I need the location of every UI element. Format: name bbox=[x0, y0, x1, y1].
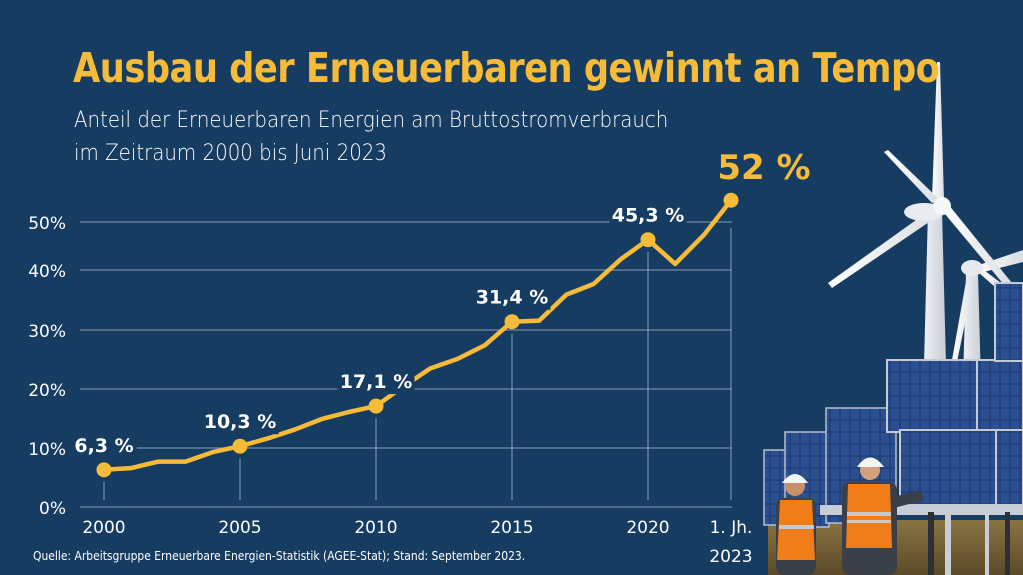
data-point-marker bbox=[96, 462, 112, 478]
y-tick-label: 20% bbox=[28, 381, 66, 401]
subtitle-line-2: im Zeitraum 2000 bis Juni 2023 bbox=[74, 140, 387, 166]
x-tick-label: 2010 bbox=[354, 518, 397, 538]
data-value-label: 10,3 % bbox=[204, 411, 277, 433]
label-bg bbox=[337, 370, 415, 395]
series-line bbox=[101, 197, 734, 473]
worker-left bbox=[776, 474, 816, 575]
x-tick-label: 2005 bbox=[218, 518, 261, 538]
data-point-marker bbox=[723, 192, 739, 208]
x-axis: 2000 2005 2010 2015 2020 1. Jh. 2023 bbox=[82, 518, 752, 567]
subtitle-line-1: Anteil der Erneuerbaren Energien am Brut… bbox=[74, 107, 669, 133]
label-bg bbox=[201, 410, 279, 435]
data-value-label: 17,1 % bbox=[340, 371, 413, 393]
source-note: Quelle: Arbeitsgruppe Erneuerbare Energi… bbox=[33, 548, 526, 563]
y-tick-label: 0% bbox=[39, 499, 66, 519]
data-point-marker bbox=[504, 314, 520, 330]
x-guides bbox=[103, 228, 732, 500]
series-layer bbox=[96, 192, 739, 478]
y-tick-label: 40% bbox=[28, 262, 66, 282]
y-tick-label: 10% bbox=[28, 440, 66, 460]
x-tick-label: 1. Jh. bbox=[710, 518, 753, 538]
x-tick-label: 2015 bbox=[490, 518, 533, 538]
x-tick-label: 2023 bbox=[709, 547, 752, 567]
data-value-label: 45,3 % bbox=[612, 205, 685, 227]
data-point-marker bbox=[640, 232, 656, 248]
highlight-value-label: 52 % bbox=[717, 148, 810, 188]
annotations: 6,3 % 10,3 % 17,1 % 31,4 % 45,3 % 52 % bbox=[71, 148, 811, 458]
label-bg bbox=[71, 433, 137, 458]
x-tick-label: 2000 bbox=[82, 518, 125, 538]
worker-right bbox=[842, 457, 924, 575]
data-point-marker bbox=[232, 438, 248, 454]
y-tick-label: 50% bbox=[28, 214, 66, 234]
chart-title: Ausbau der Erneuerbaren gewinnt an Tempo bbox=[73, 44, 940, 92]
data-point-marker bbox=[368, 398, 384, 414]
data-value-label: 31,4 % bbox=[476, 287, 549, 309]
y-tick-label: 30% bbox=[28, 322, 66, 342]
data-value-label: 6,3 % bbox=[74, 435, 133, 457]
gridlines bbox=[80, 221, 732, 508]
wind-turbine-front bbox=[828, 62, 1016, 365]
label-bg bbox=[609, 203, 687, 228]
chart-subtitle: Anteil der Erneuerbaren Energien am Brut… bbox=[74, 104, 668, 170]
y-axis: 0% 10% 20% 30% 40% 50% bbox=[28, 214, 66, 519]
label-bg bbox=[473, 285, 551, 310]
x-tick-label: 2020 bbox=[626, 518, 669, 538]
